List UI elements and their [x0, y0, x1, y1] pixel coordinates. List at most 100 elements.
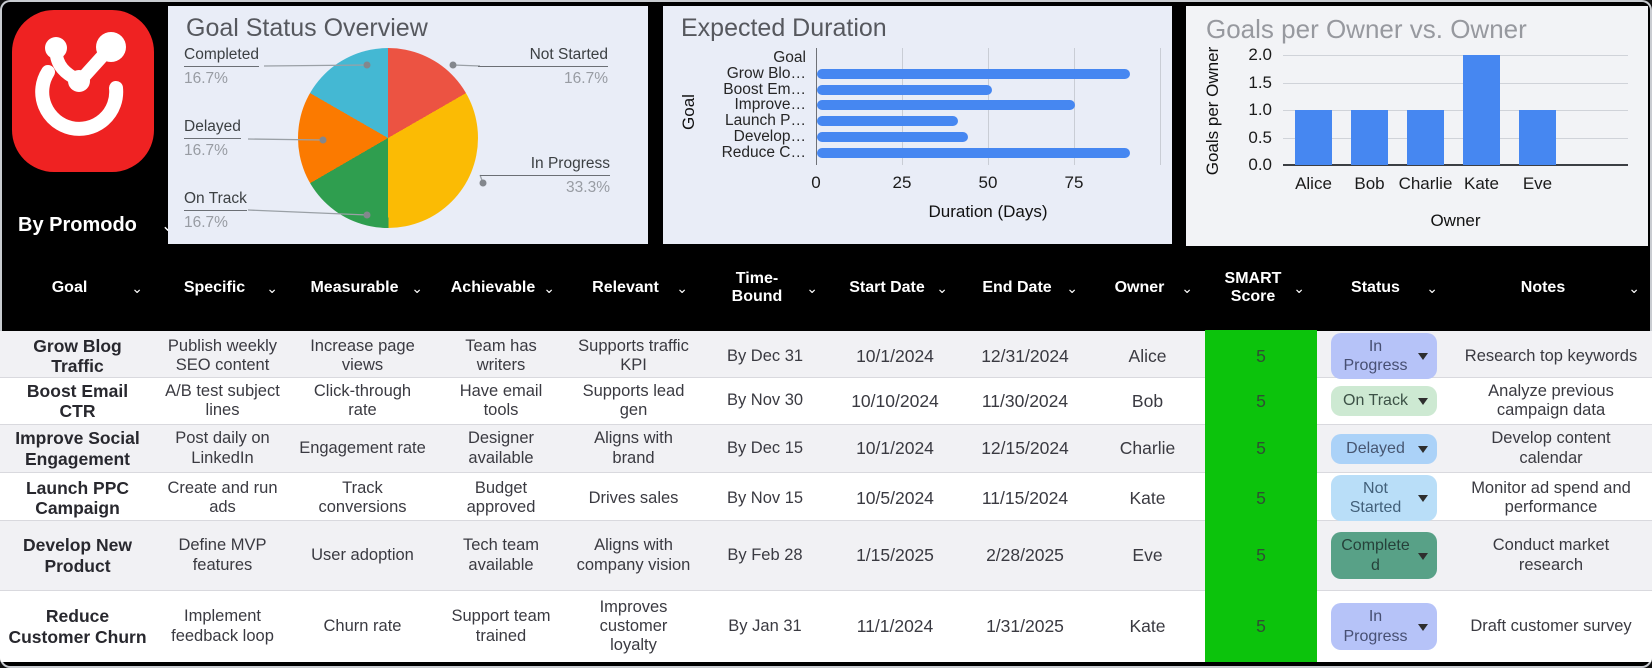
dropdown-arrow-icon	[1417, 623, 1428, 631]
cat: Reduce C…	[721, 143, 806, 161]
cell-measurable: Churn rate	[323, 616, 402, 635]
xtick: 50	[978, 172, 998, 192]
table-row: Reduce Customer Churn Implement feedback…	[0, 590, 1652, 662]
status-dropdown[interactable]: On Track	[1330, 386, 1437, 416]
hgrid	[1283, 110, 1628, 111]
column-header-relevant[interactable]: Relevant ⌄	[592, 278, 688, 296]
cell-relevant: Improves customer loyalty	[599, 597, 668, 655]
cell-owner: Kate	[1129, 616, 1166, 637]
cell-goal: Grow Blog Traffic	[33, 335, 122, 377]
status-dropdown[interactable]: In Progress	[1330, 603, 1437, 650]
cell-measurable: Increase page views	[310, 337, 415, 375]
hbar	[817, 147, 1131, 158]
status-dropdown[interactable]: Not Started	[1330, 475, 1437, 522]
cell-smart-score: 5	[1205, 591, 1317, 662]
chevron-down-icon: ⌄	[806, 279, 818, 296]
xtick: 75	[1064, 172, 1084, 192]
cell-notes: Analyze previous campaign data	[1488, 381, 1614, 419]
status-dropdown[interactable]: Delayed	[1330, 433, 1437, 464]
cell-owner: Alice	[1128, 346, 1167, 367]
xlab: Eve	[1522, 174, 1553, 193]
column-header-measurable[interactable]: Measurable ⌄	[310, 278, 423, 296]
cell-end-date: 11/30/2024	[981, 390, 1069, 411]
cell-status: In Progress	[1317, 591, 1450, 662]
hgrid	[1283, 82, 1628, 84]
status-dropdown[interactable]: Completed	[1330, 532, 1437, 579]
hbar	[817, 100, 1075, 111]
dropdown-arrow-icon	[1417, 398, 1428, 405]
ytick: 1.5	[1248, 72, 1272, 92]
cell-smart-score: 5	[1205, 473, 1317, 524]
duration-chart-title: Expected Duration	[681, 14, 887, 42]
cell-relevant: Supports traffic KPI	[578, 337, 689, 375]
cell-specific: Create and run ads	[167, 479, 278, 517]
cell-goal: Develop New Product	[23, 535, 132, 576]
ytick: 0.5	[1248, 127, 1272, 147]
owners-chart-title: Goals per Owner vs. Owner	[1206, 14, 1527, 44]
column-header-status[interactable]: Status ⌄	[1351, 278, 1438, 296]
chevron-down-icon: ⌄	[676, 279, 688, 296]
cell-notes: Research top keywords	[1464, 346, 1638, 365]
cell-specific: Publish weekly SEO content	[167, 337, 278, 375]
owners-chart-plot: 0.0 0.5 1.0 1.5 2.0 Alice Bob Charlie Kate Eve	[1186, 6, 1648, 246]
cell-relevant: Drives sales	[588, 488, 679, 507]
column-header-start-date[interactable]: Start Date ⌄	[849, 278, 948, 296]
dropdown-arrow-icon	[1417, 495, 1428, 503]
duration-chart-plot: 0 25 50 75 Goal Grow Blo… Boost Em… Improve… Lau…	[663, 6, 1172, 244]
chevron-down-icon: ⌄	[1066, 279, 1078, 296]
cell-achievable: Team has writers	[465, 337, 537, 375]
cell-smart-score: 5	[1205, 425, 1317, 472]
vbar	[1351, 110, 1388, 165]
cell-achievable: Support team trained	[451, 607, 551, 645]
vbar	[1407, 110, 1444, 165]
expected-duration-chart-panel: Expected Duration Goal 0 25 50 75 Goal Grow B…	[663, 6, 1172, 244]
status-label: In Progress	[1343, 608, 1408, 645]
pie-label-not-started: Not Started 16.7%	[478, 46, 608, 87]
column-header-owner[interactable]: Owner ⌄	[1114, 278, 1193, 296]
column-header-achievable[interactable]: Achievable ⌄	[450, 278, 555, 296]
table-row: Launch PPC Campaign Create and run ads T…	[0, 472, 1652, 524]
pie-label-in-progress: In Progress 33.3%	[480, 155, 610, 196]
ytick: 0.0	[1248, 155, 1272, 174]
cell-time-bound: By Dec 15	[726, 438, 804, 457]
duration-x-axis-title: Duration (Days)	[928, 202, 1048, 221]
chevron-down-icon: ⌄	[936, 279, 948, 296]
column-header-end-date[interactable]: End Date ⌄	[982, 278, 1078, 296]
table-row: Develop New Product Define MVP features …	[0, 520, 1652, 590]
cell-time-bound: By Nov 15	[726, 488, 804, 507]
column-header-specific[interactable]: Specific ⌄	[183, 278, 278, 296]
chevron-down-icon: ⌄	[1181, 279, 1193, 296]
cell-specific: Implement feedback loop	[171, 607, 274, 645]
cell-measurable: User adoption	[311, 545, 414, 564]
cell-goal: Reduce Customer Churn	[8, 606, 147, 647]
by-promodo-menu[interactable]: By Promodo ⌄	[18, 214, 175, 237]
promodo-logo-mark	[12, 10, 154, 172]
cell-specific: Post daily on LinkedIn	[175, 429, 270, 467]
status-dropdown[interactable]: In Progress	[1330, 333, 1437, 380]
cell-end-date: 11/15/2024	[981, 488, 1069, 509]
column-header-goal[interactable]: Goal ⌄	[51, 278, 143, 296]
cell-status: Delayed	[1317, 425, 1450, 472]
cell-relevant: Aligns with brand	[594, 429, 673, 467]
column-header-smart-score[interactable]: SMART Score ⌄	[1224, 269, 1305, 305]
status-label: Not Started	[1349, 480, 1402, 517]
cell-goal: Boost Email CTR	[26, 380, 129, 421]
table-row: Boost Email CTR A/B test subject lines C…	[0, 377, 1652, 424]
hgrid	[1283, 55, 1628, 56]
cell-end-date: 12/31/2024	[981, 346, 1069, 367]
vgrid	[1160, 48, 1161, 165]
dropdown-arrow-icon	[1417, 353, 1428, 361]
column-header-time-bound[interactable]: Time-Bound ⌄	[731, 269, 818, 305]
xlab: Kate	[1464, 174, 1499, 193]
status-label: In Progress	[1343, 338, 1408, 375]
cell-notes: Develop content calendar	[1491, 429, 1611, 467]
cat: Grow Blo…	[726, 64, 806, 82]
cell-end-date: 12/15/2024	[981, 438, 1069, 459]
baseline	[1283, 164, 1628, 166]
cell-achievable: Have email tools	[459, 381, 543, 419]
owners-x-axis-title: Owner	[1430, 211, 1481, 230]
column-header-notes[interactable]: Notes ⌄	[1520, 278, 1640, 296]
xlab: Charlie	[1398, 174, 1453, 193]
cat: Boost Em…	[723, 80, 806, 98]
